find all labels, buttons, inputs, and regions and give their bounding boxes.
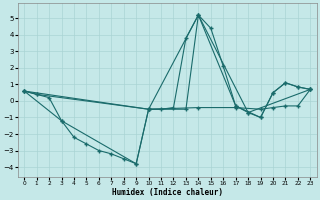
X-axis label: Humidex (Indice chaleur): Humidex (Indice chaleur) [112, 188, 223, 197]
